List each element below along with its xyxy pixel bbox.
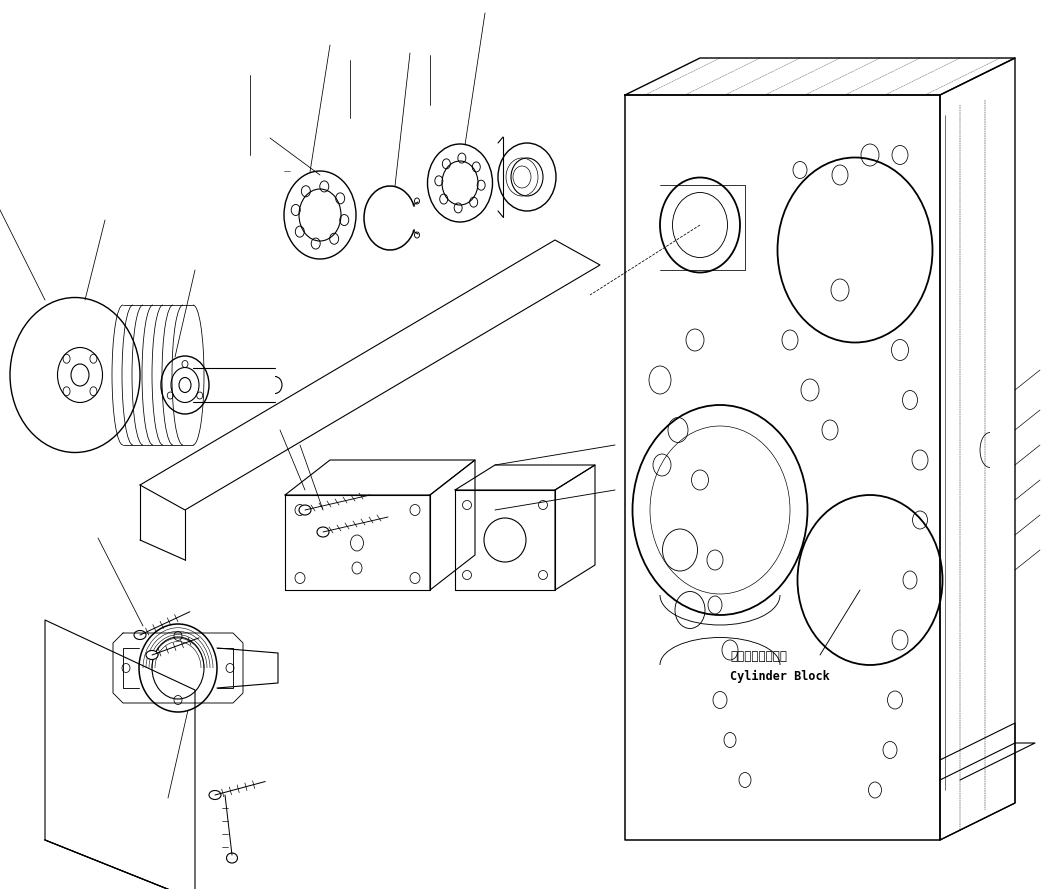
Text: シリンダブロック: シリンダブロック — [730, 650, 787, 663]
Ellipse shape — [146, 651, 158, 660]
Text: Cylinder Block: Cylinder Block — [730, 670, 830, 683]
Ellipse shape — [226, 853, 238, 863]
Ellipse shape — [299, 505, 311, 515]
Ellipse shape — [134, 630, 146, 639]
Ellipse shape — [317, 527, 329, 537]
Ellipse shape — [209, 790, 221, 799]
